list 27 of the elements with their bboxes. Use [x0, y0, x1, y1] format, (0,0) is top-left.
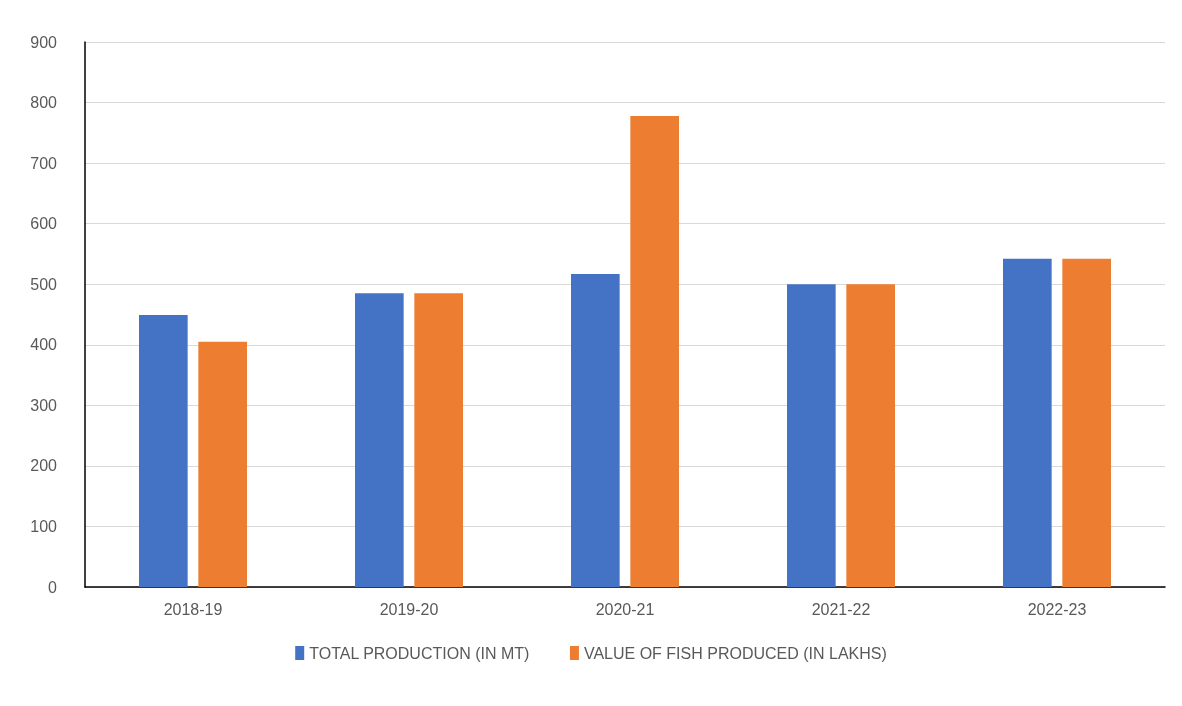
- y-tick-label: 400: [30, 336, 58, 354]
- bar: [630, 115, 679, 587]
- y-tick-label: 900: [30, 33, 58, 51]
- bar: [571, 273, 620, 587]
- bar: [1062, 258, 1111, 587]
- x-tick-label: 2020-21: [595, 600, 655, 618]
- y-tick-label: 600: [30, 215, 58, 233]
- bar: [846, 284, 895, 587]
- bar: [198, 341, 247, 587]
- y-tick-label: 300: [30, 396, 58, 414]
- x-tick-label: 2018-19: [163, 600, 223, 618]
- bar: [1003, 258, 1052, 587]
- bar: [414, 293, 463, 587]
- y-tick-label: 100: [30, 517, 58, 535]
- x-tick-label: 2022-23: [1027, 600, 1087, 618]
- x-tick-label: 2021-22: [811, 600, 871, 618]
- y-tick-label: 800: [30, 94, 58, 112]
- x-tick-label: 2019-20: [379, 600, 439, 618]
- legend-label: VALUE OF FISH PRODUCED (IN LAKHS): [583, 644, 887, 662]
- y-tick-label: 500: [30, 275, 58, 293]
- legend-label: TOTAL PRODUCTION (IN MT): [309, 644, 530, 662]
- bar: [139, 315, 188, 587]
- y-tick-label: 700: [30, 154, 58, 172]
- y-tick-label: 200: [30, 457, 58, 475]
- bar: [787, 284, 836, 587]
- bar: [355, 293, 404, 587]
- y-tick-label: 0: [48, 578, 58, 596]
